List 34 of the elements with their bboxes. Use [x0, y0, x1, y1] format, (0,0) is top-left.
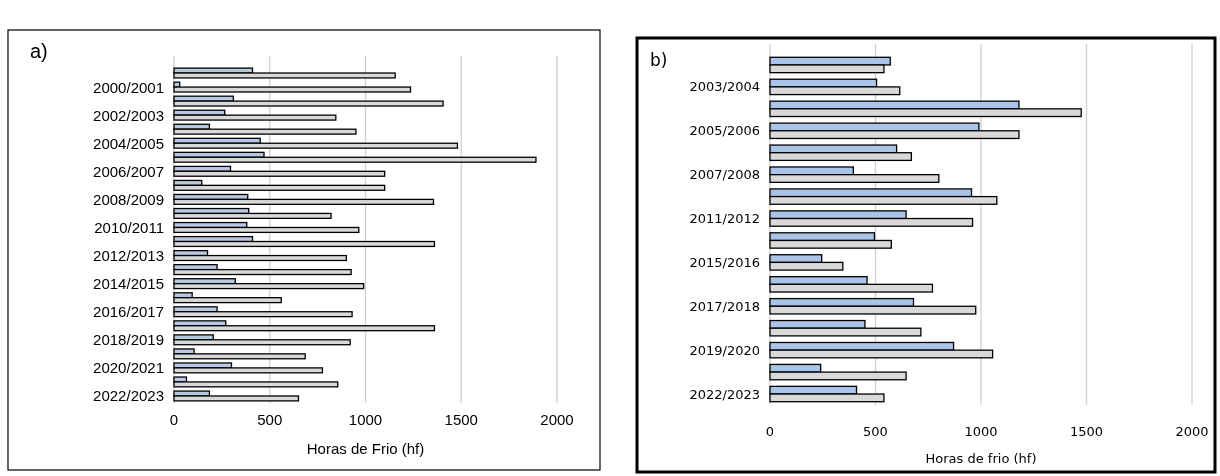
- y-tick-label: 2016/2017: [93, 303, 164, 321]
- x-tick-label: 2000: [540, 411, 574, 428]
- x-tick-label: 1000: [964, 424, 998, 439]
- chart-title: a): [30, 40, 48, 62]
- y-tick-label: 2014/2015: [93, 275, 164, 293]
- y-tick-label: 2012/2013: [93, 247, 164, 265]
- y-tick-label: 2002/2003: [93, 106, 164, 124]
- y-tick-label: 2019/2020: [689, 342, 760, 358]
- x-tick-label: 0: [765, 424, 775, 439]
- y-tick-label: 2011/2012: [689, 211, 760, 227]
- x-tick-label: 2000: [1175, 424, 1209, 439]
- y-tick-label: 2000/2001: [93, 78, 164, 96]
- chart-title: b): [650, 50, 668, 70]
- y-tick-label: 2018/2019: [93, 331, 164, 349]
- x-tick-label: 1000: [348, 411, 383, 428]
- x-tick-label: 1500: [1069, 424, 1104, 439]
- y-tick-label: 2008/2009: [93, 190, 164, 208]
- y-tick-label: 2020/2021: [93, 359, 164, 377]
- x-tick-label: 500: [863, 424, 888, 439]
- x-axis-title: Horas de frio (hf): [925, 451, 1037, 466]
- y-tick-label: 2003/2004: [689, 79, 760, 95]
- y-tick-label: 2017/2018: [689, 298, 760, 314]
- x-axis-title: Horas de Frio (hf): [306, 440, 425, 457]
- x-tick-label: 500: [257, 411, 283, 428]
- y-tick-label: 2007/2008: [689, 167, 760, 183]
- y-tick-label: 2005/2006: [689, 123, 760, 139]
- y-tick-label: 2022/2023: [689, 386, 760, 402]
- y-tick-label: 2022/2023: [93, 387, 164, 405]
- x-tick-label: 0: [169, 411, 179, 428]
- y-tick-label: 2015/2016: [689, 254, 760, 270]
- y-tick-label: 2010/2011: [94, 218, 164, 236]
- x-tick-label: 1500: [444, 411, 478, 428]
- y-tick-label: 2006/2007: [93, 162, 164, 180]
- y-tick-label: 2004/2005: [93, 134, 164, 152]
